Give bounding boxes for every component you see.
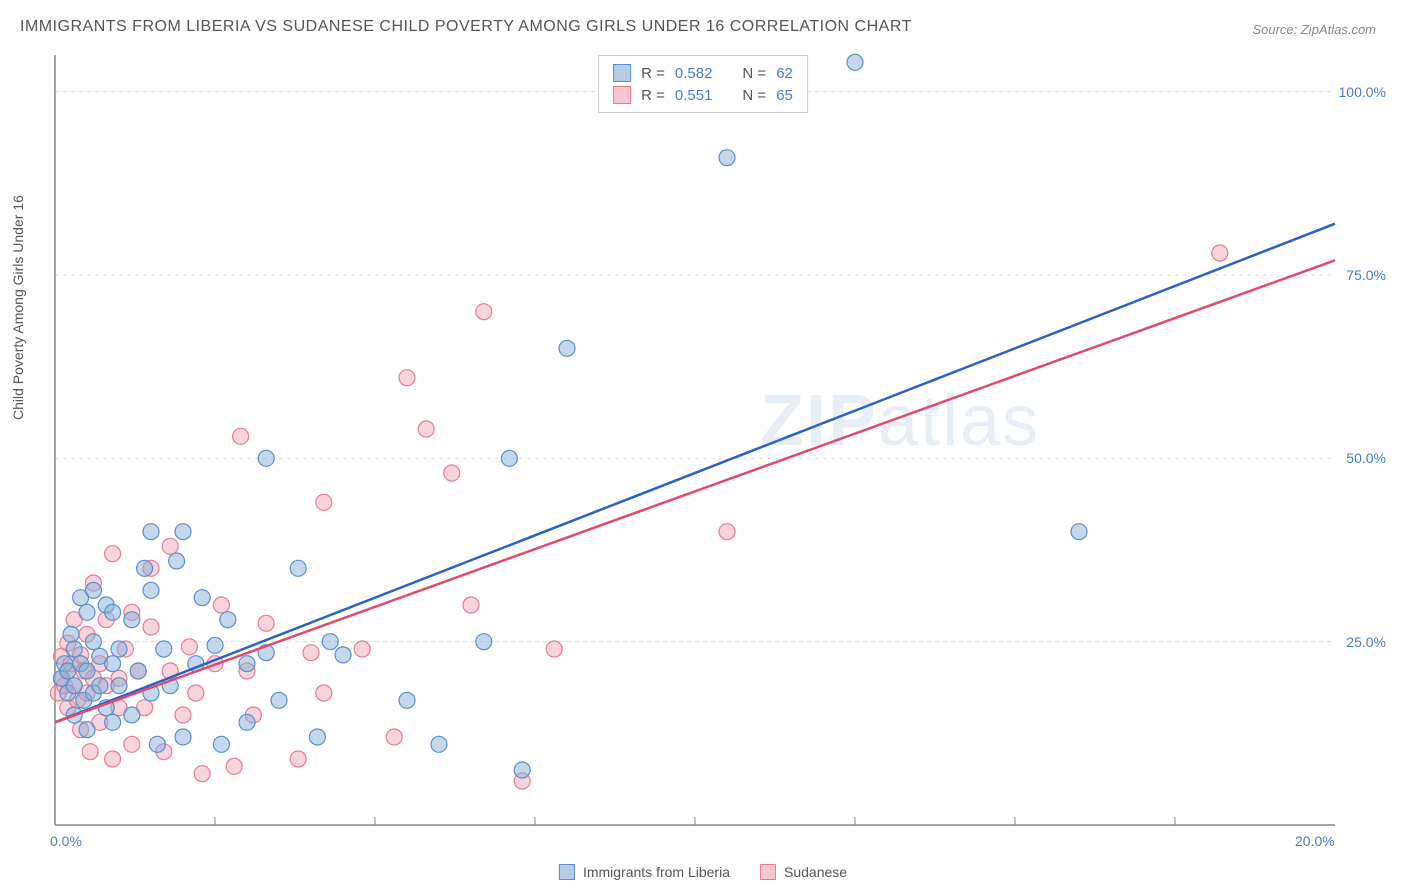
y-axis-label: Child Poverty Among Girls Under 16 [10, 195, 26, 420]
y-tick-label: 75.0% [1346, 267, 1386, 283]
legend-label-sudanese: Sudanese [784, 864, 847, 880]
r-label: R = [641, 87, 665, 104]
y-tick-label: 25.0% [1346, 634, 1386, 650]
chart-title: IMMIGRANTS FROM LIBERIA VS SUDANESE CHIL… [20, 18, 912, 36]
source-attribution: Source: ZipAtlas.com [1252, 22, 1376, 37]
r-label: R = [641, 65, 665, 82]
x-tick-label: 0.0% [50, 833, 82, 849]
scatter-plot [50, 50, 1380, 840]
n-value-liberia: 62 [776, 65, 793, 82]
legend-swatch-liberia [613, 64, 631, 82]
legend-swatch-liberia [559, 864, 575, 880]
legend-swatch-sudanese [613, 86, 631, 104]
n-label: N = [742, 65, 766, 82]
n-value-sudanese: 65 [776, 87, 793, 104]
r-value-liberia: 0.582 [675, 65, 713, 82]
legend-swatch-sudanese [760, 864, 776, 880]
x-tick-label: 20.0% [1295, 833, 1335, 849]
r-value-sudanese: 0.551 [675, 87, 713, 104]
legend-row-sudanese: R = 0.551 N = 65 [613, 84, 793, 106]
legend-row-liberia: R = 0.582 N = 62 [613, 62, 793, 84]
series-legend: Immigrants from Liberia Sudanese [559, 864, 847, 880]
y-tick-label: 50.0% [1346, 450, 1386, 466]
chart-area [50, 50, 1380, 840]
legend-item-liberia: Immigrants from Liberia [559, 864, 730, 880]
n-label: N = [742, 87, 766, 104]
y-tick-label: 100.0% [1339, 84, 1386, 100]
correlation-legend: R = 0.582 N = 62 R = 0.551 N = 65 [598, 55, 808, 113]
legend-item-sudanese: Sudanese [760, 864, 847, 880]
legend-label-liberia: Immigrants from Liberia [583, 864, 730, 880]
